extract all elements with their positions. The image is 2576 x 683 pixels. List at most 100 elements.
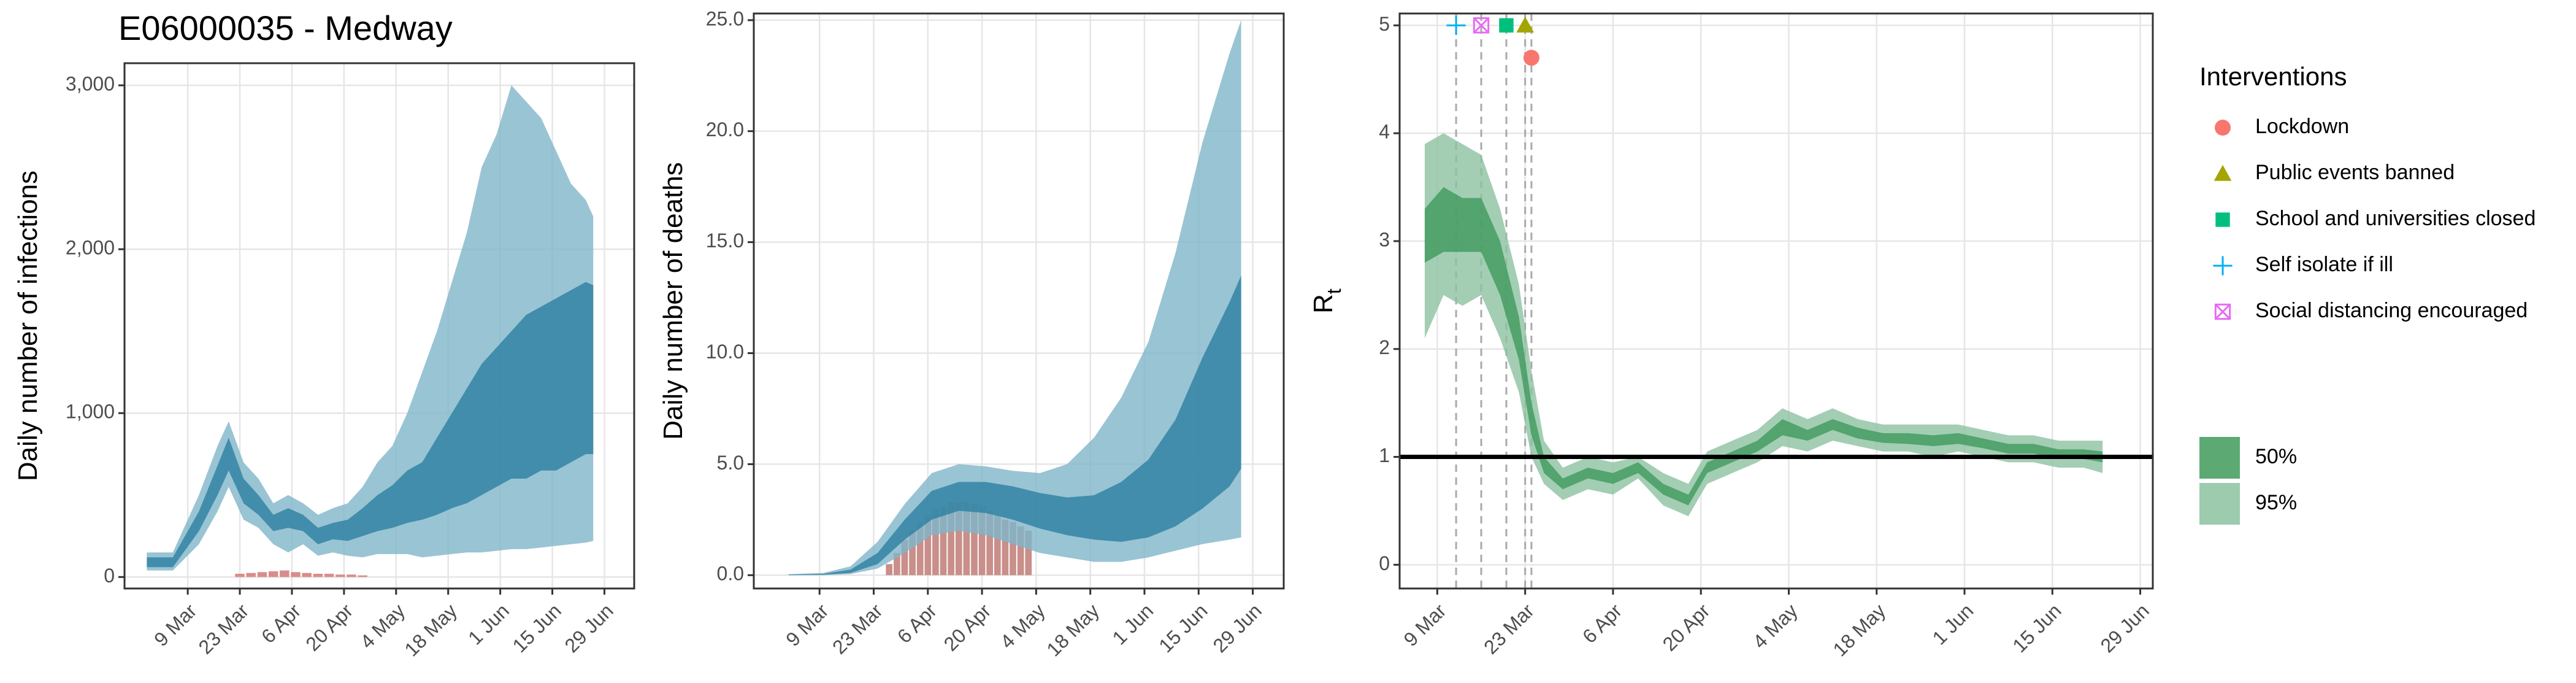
marker-square — [1499, 18, 1514, 33]
x-tick-label: 4 May — [1749, 600, 1802, 653]
x-tick-label: 15 Jun — [508, 600, 565, 657]
y-tick-label: 2 — [1379, 336, 1390, 358]
bar — [901, 539, 908, 576]
legend-title: Interventions — [2199, 62, 2347, 91]
y-tick-label: 2,000 — [66, 237, 115, 259]
bar — [358, 575, 367, 577]
x-tick-label: 9 Mar — [150, 600, 201, 651]
x-tick-label: 15 Jun — [1154, 600, 1211, 657]
bar — [302, 573, 312, 577]
y-tick-label: 1 — [1379, 444, 1390, 466]
y-tick-label: 4 — [1379, 121, 1390, 143]
x-tick-label: 9 Mar — [781, 600, 833, 651]
x-tick-label: 29 Jun — [1209, 600, 1266, 657]
bar — [909, 530, 916, 576]
bar — [994, 515, 1001, 576]
marker-triangle — [2214, 164, 2232, 181]
bar — [1025, 530, 1032, 576]
y-tick-label: 15.0 — [706, 230, 744, 252]
credible-band — [788, 275, 1241, 576]
x-tick-label: 20 Apr — [1658, 600, 1714, 655]
bar — [268, 571, 278, 577]
y-tick-label: 3,000 — [66, 73, 115, 95]
marker-x2 — [2215, 304, 2231, 320]
bar — [932, 508, 939, 576]
bar — [886, 564, 893, 576]
y-axis-label-main: Daily number of infections — [13, 171, 43, 481]
marker-circle — [2215, 120, 2231, 136]
bar — [940, 506, 947, 576]
marker-boxx — [2214, 303, 2231, 320]
x-tick-label: 18 May — [1828, 600, 1890, 661]
bar — [955, 501, 962, 576]
x-tick-label: 23 Mar — [194, 600, 253, 658]
credible-band — [788, 20, 1241, 576]
plot-border — [753, 12, 1285, 590]
bar — [280, 570, 289, 577]
marker-circle — [2215, 120, 2231, 136]
bar — [1017, 526, 1024, 576]
x-tick-label: 6 Apr — [257, 600, 305, 648]
x-tick-label: 1 Jun — [1928, 600, 1978, 649]
bar — [313, 573, 323, 577]
y-axis-label: Daily number of deaths — [658, 162, 688, 439]
y-tick-label: 1,000 — [66, 401, 115, 423]
marker-boxx — [1473, 17, 1490, 34]
marker-box — [1473, 17, 1490, 34]
chart-title: E06000035 - Medway — [118, 9, 453, 47]
marker-square — [1499, 18, 1514, 33]
marker-triangle — [1516, 17, 1534, 33]
y-axis-label-sub: t — [1323, 288, 1345, 294]
plot-border — [123, 62, 635, 590]
bar — [893, 553, 900, 576]
legend-swatch — [2199, 483, 2240, 525]
bar — [335, 574, 345, 577]
y-tick-label: 5 — [1379, 13, 1390, 35]
x-tick-label: 1 Jun — [464, 600, 513, 649]
bar — [347, 574, 356, 577]
x-tick-label: 6 Apr — [893, 600, 941, 648]
bar — [948, 501, 954, 576]
legend-label: Social distancing encouraged — [2255, 299, 2528, 322]
x-tick-label: 4 May — [996, 600, 1049, 653]
marker-x2 — [1473, 17, 1489, 34]
x-tick-label: 23 Mar — [1479, 600, 1538, 658]
bar — [978, 506, 986, 576]
x-tick-label: 15 Jun — [2008, 600, 2065, 657]
x-tick-label: 20 Apr — [301, 600, 357, 655]
y-tick-label: 0 — [1379, 552, 1390, 574]
marker-square — [2215, 212, 2230, 227]
bar — [291, 572, 301, 577]
y-tick-label: 0 — [104, 565, 115, 587]
legend-swatch — [2199, 437, 2240, 479]
x-tick-label: 9 Mar — [1399, 600, 1451, 651]
y-axis-label-main: R — [1308, 294, 1338, 314]
x-tick-label: 1 Jun — [1108, 600, 1158, 649]
legend-label: 95% — [2255, 491, 2297, 514]
y-tick-label: 0.0 — [717, 563, 744, 585]
legend-label: Lockdown — [2255, 115, 2349, 138]
bar — [246, 573, 256, 577]
bar — [916, 522, 924, 576]
y-axis-label-main: Daily number of deaths — [658, 162, 688, 439]
bar — [257, 572, 267, 577]
bar — [924, 515, 932, 576]
credible-band — [147, 282, 594, 568]
legend-label: School and universities closed — [2255, 207, 2536, 230]
x-tick-label: 18 May — [1042, 600, 1103, 661]
x-tick-label: 29 Jun — [2096, 600, 2153, 657]
x-tick-label: 6 Apr — [1578, 600, 1627, 648]
marker-circle — [1523, 50, 1539, 66]
bar — [971, 504, 978, 576]
marker-square — [2215, 212, 2230, 227]
y-tick-label: 20.0 — [706, 118, 744, 141]
credible-band — [1424, 187, 2103, 506]
bar — [986, 511, 994, 576]
bar — [1010, 522, 1016, 576]
y-tick-label: 5.0 — [717, 452, 744, 474]
marker-plus — [2213, 256, 2233, 276]
y-tick-label: 3 — [1379, 228, 1390, 250]
marker-box — [2214, 303, 2231, 320]
x-tick-label: 18 May — [400, 600, 461, 661]
